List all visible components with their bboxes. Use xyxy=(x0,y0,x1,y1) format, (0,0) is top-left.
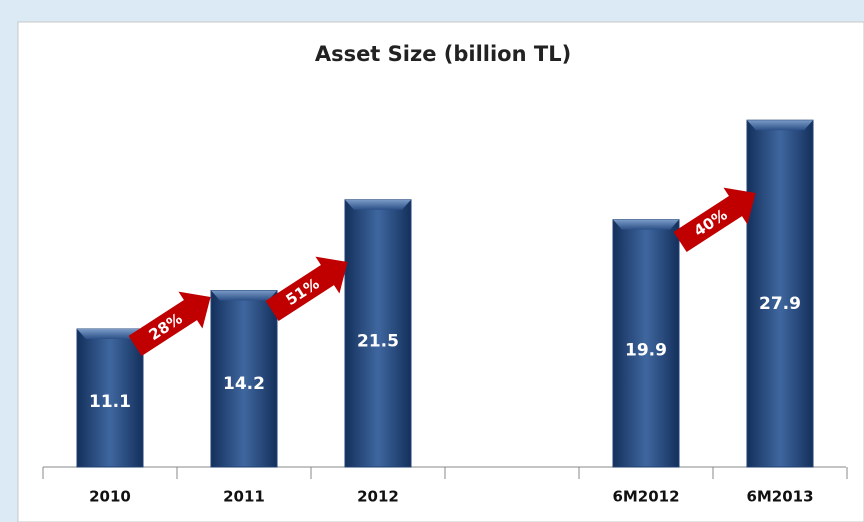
bar xyxy=(612,219,680,468)
bars xyxy=(76,119,814,468)
bar-cap xyxy=(747,120,813,131)
value-label: 21.5 xyxy=(357,331,399,351)
x-tick-label: 2011 xyxy=(223,488,265,506)
arrow-shape xyxy=(673,187,756,253)
value-label: 11.1 xyxy=(89,392,131,412)
x-tick-label: 6M2013 xyxy=(746,488,813,506)
bar-cap xyxy=(77,329,143,340)
bar-cap xyxy=(613,219,679,230)
arrow-shape xyxy=(128,291,211,357)
x-tick-label: 6M2012 xyxy=(612,488,679,506)
x-tick-label: 2010 xyxy=(89,488,131,506)
plot-panel xyxy=(17,21,864,522)
value-label: 14.2 xyxy=(223,374,265,394)
value-label: 27.9 xyxy=(759,294,801,314)
bar xyxy=(344,199,412,468)
value-label: 19.9 xyxy=(625,341,667,361)
bar-cap xyxy=(211,290,277,301)
arrow-shape xyxy=(265,256,348,322)
chart-title: Asset Size (billion TL) xyxy=(315,42,571,66)
bar xyxy=(76,328,144,468)
x-tick-label: 2012 xyxy=(357,488,399,506)
bar-cap xyxy=(345,199,411,210)
bar xyxy=(746,119,814,468)
